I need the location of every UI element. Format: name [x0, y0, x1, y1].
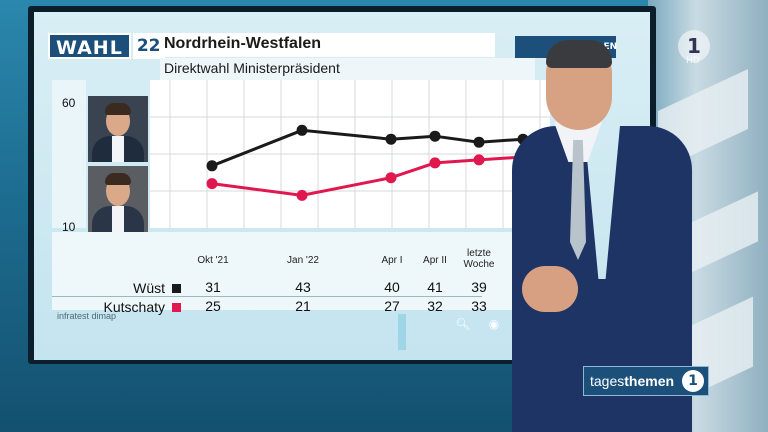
cell-kutschaty-okt21: 25 [205, 298, 221, 314]
data-point-wuest [429, 130, 441, 142]
wahl-logo: WAHL 22 [48, 33, 165, 59]
results-table [52, 232, 550, 310]
chart-subtitle-bar: Direktwahl Ministerpräsident [160, 58, 535, 80]
col-head-okt21: Okt '21 [197, 255, 229, 266]
wahl-logo-year: 22 [132, 33, 165, 59]
ard-one-badge-icon: 1 [682, 370, 704, 392]
timeline-marker [398, 314, 406, 350]
series-line-kutschaty [211, 155, 524, 197]
wahl-logo-text: WAHL [48, 33, 131, 59]
cell-kutschaty-apr2: 32 [427, 298, 443, 314]
data-point-kutschaty [206, 178, 218, 190]
y-tick-60: 60 [62, 96, 76, 110]
cell-wuest-apr1: 40 [384, 279, 400, 295]
data-point-wuest [473, 136, 485, 148]
y-axis-panel [52, 80, 86, 228]
tagesthemen-logo-prefix: tages [590, 373, 625, 389]
line-chart-svg [150, 80, 550, 228]
data-point-kutschaty [296, 189, 308, 201]
data-point-wuest [206, 160, 218, 172]
row-separator [52, 296, 482, 297]
row-label-kutschaty: Kutschaty [103, 299, 165, 315]
hd-badge: HD [686, 56, 700, 66]
row-label-wuest: Wüst [133, 280, 165, 296]
cell-wuest-jan22: 43 [295, 279, 311, 295]
cell-kutschaty-apr1: 27 [384, 298, 400, 314]
col-head-apr2: Apr II [423, 255, 447, 266]
candidate-photo-wuest [88, 96, 148, 162]
chart-subtitle: Direktwahl Ministerpräsident [164, 60, 340, 76]
data-point-kutschaty [385, 172, 397, 184]
line-chart [150, 80, 550, 228]
source-label: infratest dimap [57, 311, 117, 321]
cell-wuest-apr2: 41 [427, 279, 443, 295]
col-head-jan22: Jan '22 [287, 255, 319, 266]
zoom-icon[interactable]: 🔍︎ [455, 317, 471, 331]
cell-wuest-okt21: 31 [205, 279, 221, 295]
legend-swatch-wuest [172, 284, 181, 293]
data-point-kutschaty [473, 154, 485, 166]
col-head-last-week: letzte Woche [463, 248, 495, 270]
data-point-kutschaty [429, 157, 441, 169]
series-line-wuest [211, 128, 524, 168]
legend-swatch-kutschaty [172, 303, 181, 312]
chart-title-bar: Nordrhein-Westfalen [160, 33, 495, 57]
y-tick-10: 10 [62, 220, 76, 234]
tagesthemen-logo: tagesthemen 1 [583, 366, 709, 396]
cell-kutschaty-last-week: 33 [471, 298, 487, 314]
candidate-photo-kutschaty [88, 166, 148, 232]
col-head-apr1: Apr I [381, 255, 403, 266]
data-point-wuest [296, 124, 308, 136]
cell-kutschaty-jan22: 21 [295, 298, 311, 314]
chart-title: Nordrhein-Westfalen [164, 35, 322, 52]
data-point-wuest [385, 133, 397, 145]
tagesthemen-logo-suffix: themen [624, 373, 675, 389]
cell-wuest-last-week: 39 [471, 279, 487, 295]
target-icon[interactable]: ◉ [488, 317, 500, 331]
ard-one-icon: 1 [678, 30, 710, 62]
